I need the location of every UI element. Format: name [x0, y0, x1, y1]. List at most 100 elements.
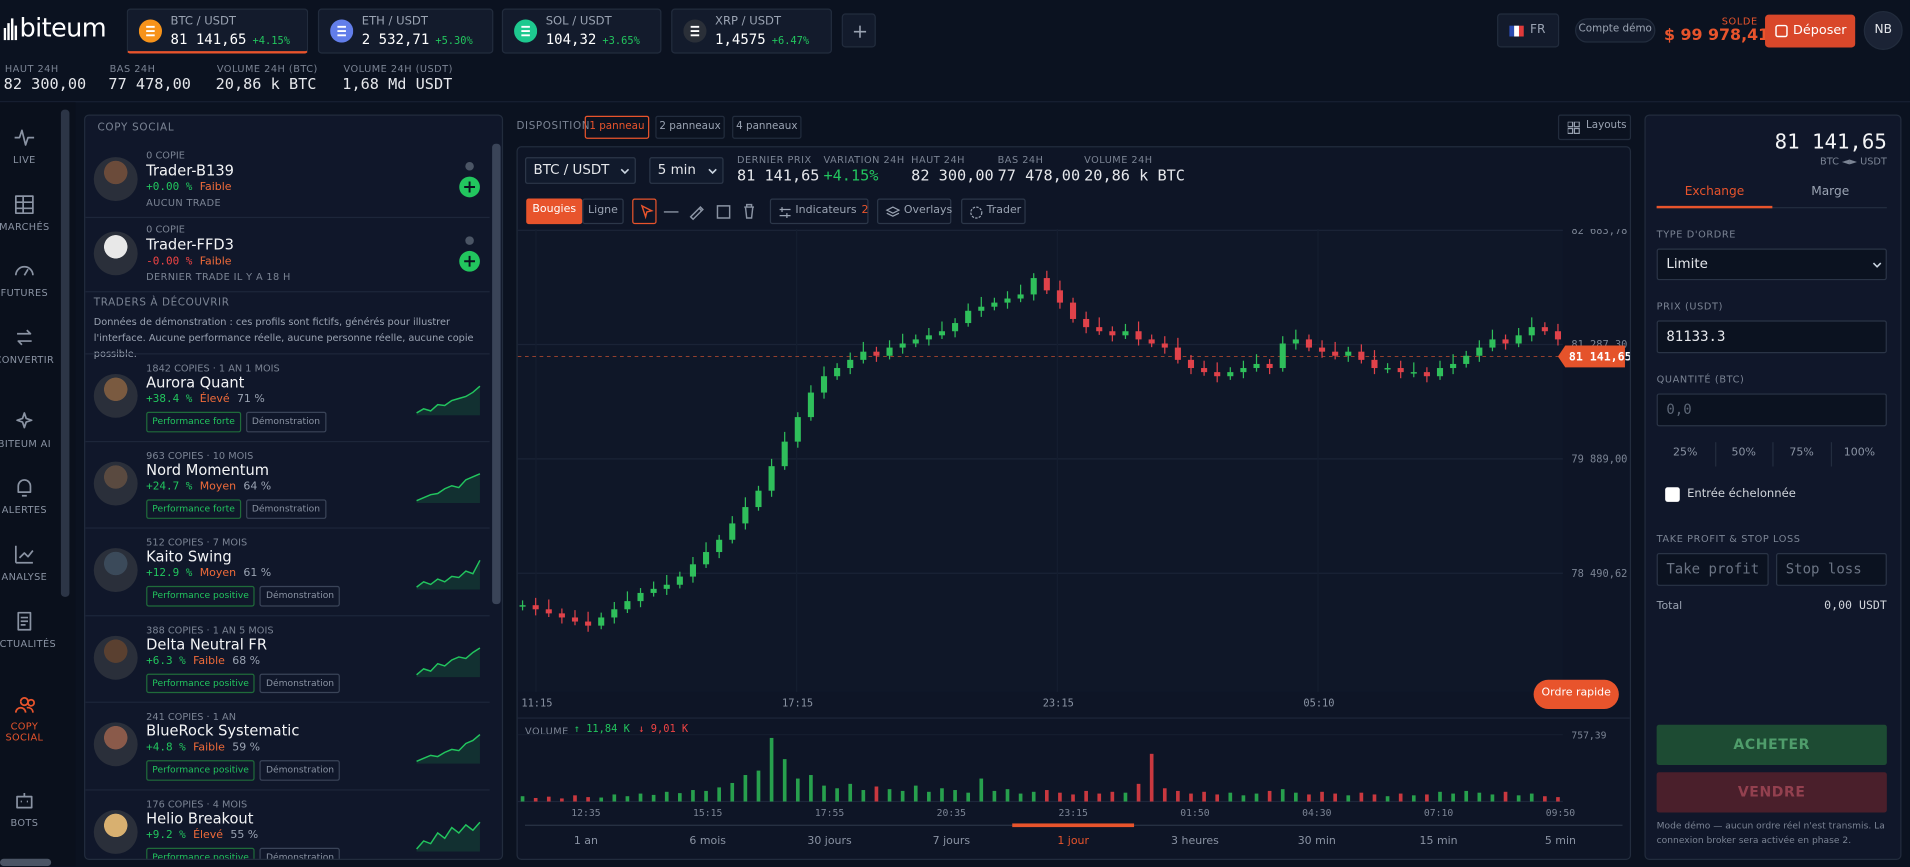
percent-button[interactable]: 100% [1830, 442, 1887, 467]
nav-item[interactable]: BITEUM AI [0, 438, 51, 450]
tab-pair: BTC / USDT [170, 14, 237, 29]
candle [571, 617, 579, 622]
add-tab-button[interactable] [841, 13, 876, 48]
trader-name: Trader-B139 [146, 162, 234, 180]
nav-item[interactable]: MARCHÉS [0, 221, 50, 233]
nav-item[interactable]: CONVERTIR [0, 354, 55, 366]
logo-bar [14, 25, 18, 41]
grid-cell [1567, 127, 1574, 134]
field-label: TYPE D'ORDRE [1656, 229, 1737, 240]
user-avatar[interactable]: NB [1863, 10, 1903, 50]
tool-icon [689, 205, 704, 220]
tab-price: 1,4575 [715, 30, 766, 48]
percent-button[interactable]: 50% [1714, 442, 1771, 467]
drawing-tool[interactable] [685, 199, 709, 225]
nav-item[interactable]: ACTUALITÉS [0, 638, 57, 650]
nav-item[interactable]: FUTURES [0, 287, 49, 299]
tag-row: Performance positive Démonstration [146, 847, 341, 859]
tab-price: 104,32 [545, 30, 597, 48]
interval-select[interactable]: 5 min [649, 157, 724, 184]
layouts-button[interactable]: Layouts [1557, 114, 1632, 141]
language-button[interactable]: FR [1497, 13, 1560, 48]
tag: Performance forte [146, 498, 241, 520]
layout-button[interactable]: 2 panneaux [655, 115, 725, 139]
nav-item[interactable]: LIVE [13, 154, 36, 166]
nav-item[interactable]: COPY SOCIAL [5, 721, 44, 744]
order-type-select[interactable]: Limite [1656, 248, 1887, 281]
quantity-input-text: 0,0 [1666, 400, 1692, 418]
range-button[interactable]: 3 heures [1171, 835, 1219, 848]
volume-bar [1215, 794, 1220, 802]
score: 68 % [232, 654, 261, 667]
nav-item[interactable]: BOTS [10, 817, 39, 829]
percent-button[interactable]: 75% [1772, 442, 1829, 467]
range-button[interactable]: 1 an [573, 835, 598, 848]
range-button[interactable]: 15 min [1419, 835, 1458, 848]
chart-stat-label: VOLUME 24H [1084, 154, 1153, 166]
drawing-tool[interactable] [711, 199, 735, 225]
market-tab[interactable]: ETH / USDT 2 532,71 +5.30% [317, 8, 494, 54]
take-profit-input[interactable]: Take profit [1656, 553, 1769, 586]
order-tab[interactable]: Marge [1811, 185, 1850, 199]
layout-button[interactable]: 1 panneau [584, 115, 650, 139]
row-divider [85, 291, 490, 293]
candle [820, 376, 828, 393]
drawing-tool[interactable] [632, 198, 657, 225]
drawing-tool[interactable] [659, 199, 683, 225]
tag: Performance positive [146, 847, 256, 859]
candle [663, 584, 670, 589]
copy-button[interactable] [459, 176, 480, 198]
range-button[interactable]: 5 min [1544, 835, 1576, 848]
range-button[interactable]: 6 mois [689, 835, 727, 848]
percent-button[interactable]: 25% [1673, 447, 1698, 460]
ladder-checkbox[interactable] [1665, 487, 1680, 502]
tag-row: Performance positive Démonstration [146, 585, 341, 607]
tag: Performance positive [146, 673, 256, 694]
order-tab[interactable]: Exchange [1684, 185, 1745, 199]
pair-select[interactable]: BTC / USDT [525, 157, 636, 184]
nav-item[interactable]: ANALYSE [1, 571, 48, 583]
nav-bottom-bar [0, 858, 52, 867]
layout-button[interactable]: 4 panneaux [732, 115, 802, 139]
price-input[interactable]: 81133.3 [1656, 320, 1887, 354]
overlays-label: Overlays [903, 204, 953, 217]
range-button[interactable]: 7 jours [932, 835, 971, 848]
drawing-tool[interactable] [737, 199, 761, 225]
nav-item[interactable]: ALERTES [1, 504, 47, 516]
market-tab[interactable]: SOL / USDT 104,32 +3.65% [501, 8, 662, 54]
quick-order-button[interactable]: Ordre rapide [1533, 679, 1619, 709]
sell-button[interactable]: VENDRE [1656, 772, 1887, 813]
stop-loss-input[interactable]: Stop loss [1776, 553, 1887, 586]
volume-bar [1490, 794, 1495, 802]
chart-stat-value: 82 300,00 [911, 165, 994, 184]
candle [1345, 351, 1352, 356]
nav-glyph [14, 129, 35, 146]
quantity-input[interactable]: 0,0 [1656, 393, 1887, 427]
copy-button[interactable] [459, 250, 480, 272]
candle [834, 368, 841, 377]
trader-meta: 512 COPIES · 7 MOIS [146, 537, 248, 549]
overlays-button[interactable]: Overlays [877, 198, 953, 225]
perf: +6.3 % [146, 654, 186, 667]
candle [1436, 368, 1444, 377]
range-button[interactable]: 1 jour [1057, 835, 1089, 848]
plus-icon [464, 181, 476, 193]
plot-background [517, 229, 1563, 692]
logo-bar [7, 23, 10, 41]
indicators-button[interactable]: Indicateurs 2 [769, 198, 869, 225]
deposit-button[interactable]: Déposer [1765, 14, 1856, 48]
chevron-glyph [708, 168, 717, 175]
range-button[interactable]: 30 jours [807, 835, 852, 848]
chart-mode-button[interactable]: Bougies [526, 198, 583, 225]
trader-button[interactable]: Trader [961, 198, 1026, 225]
account-mode[interactable]: Compte démo [1575, 18, 1656, 43]
flag-stripe [1509, 25, 1515, 37]
market-tab[interactable]: XRP / USDT 1,4575 +6.47% [671, 8, 832, 54]
buy-button[interactable]: ACHETER [1656, 724, 1887, 765]
range-button[interactable]: 30 min [1297, 835, 1336, 848]
market-tab[interactable]: BTC / USDT 81 141,65 +4.15% [126, 8, 309, 54]
chart-mode-button[interactable]: Ligne [582, 198, 624, 225]
avatar [93, 461, 138, 505]
volume-bar [1516, 795, 1521, 802]
volume-time-label: 23:15 [1058, 807, 1088, 819]
